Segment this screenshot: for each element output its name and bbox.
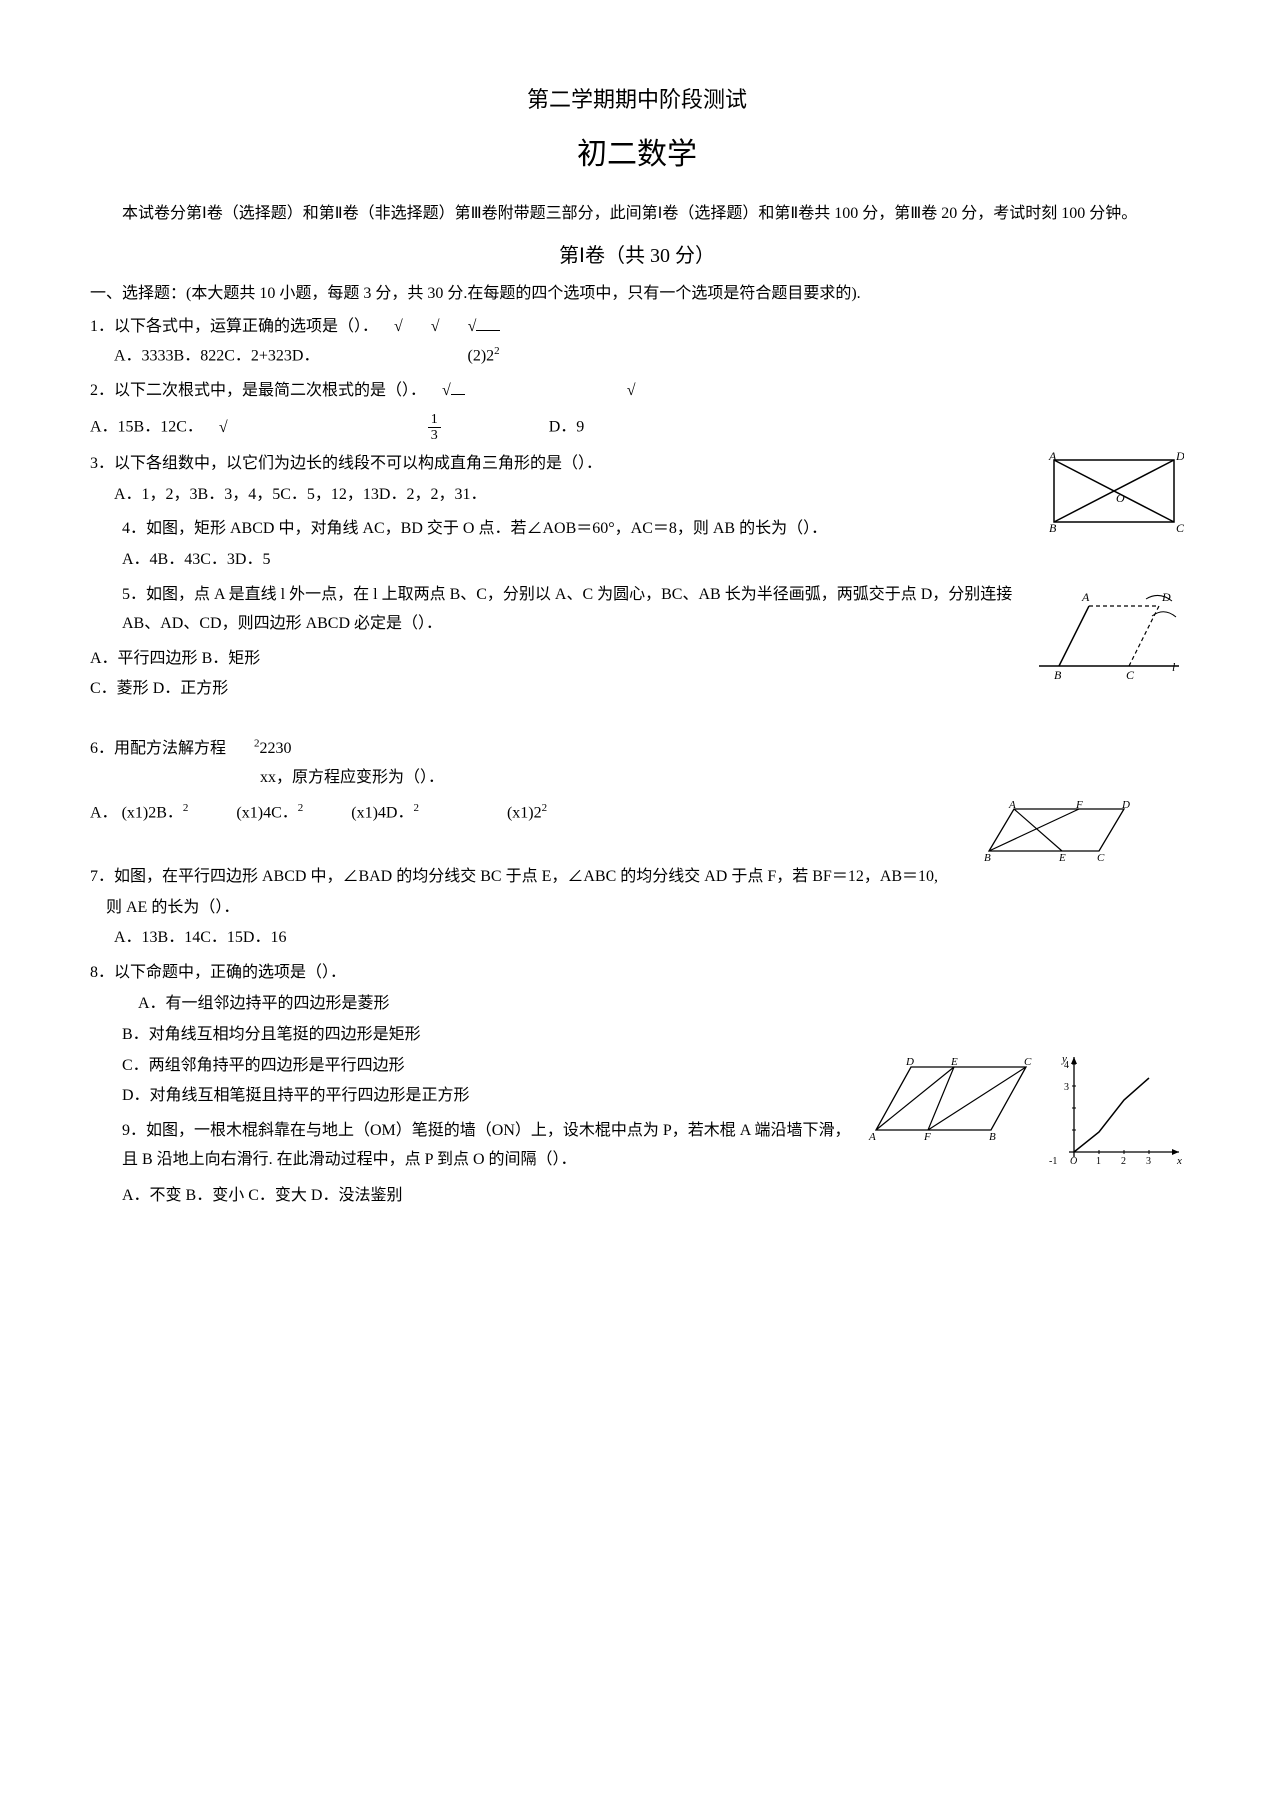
q7-text: 7．如图，在平行四边形 ABCD 中，∠BAD 的均分线交 BC 于点 E，∠A… (90, 863, 1184, 892)
question-4: 4．如图，矩形 ABCD 中，对角线 AC，BD 交于 O 点．若∠AOB＝60… (90, 515, 1184, 575)
q1-text: 1．以下各式中，运算正确的选项是（）． (90, 318, 378, 335)
sqrt-glyph: √ (394, 313, 403, 342)
q1-extra: (2)2 (467, 347, 494, 364)
exam-intro: 本试卷分第Ⅰ卷（选择题）和第Ⅱ卷（非选择题）第Ⅲ卷附带题三部分，此间第Ⅰ卷（选择… (90, 200, 1184, 229)
question-6: 6．用配方法解方程 22230 xx，原方程应变形为（）． (90, 735, 1184, 793)
svg-text:F: F (1075, 799, 1083, 811)
svg-text:C: C (1126, 668, 1135, 681)
sqrt-glyph: √ (627, 377, 636, 406)
figure-parallelogram-arcs: A D B C l (1034, 581, 1184, 692)
q8-opt-b: B．对角线互相均分且笔挺的四边形是矩形 (90, 1021, 1184, 1050)
section-1-header: 第Ⅰ卷（共 30 分） (90, 238, 1184, 274)
superscript-2: 2 (494, 345, 500, 357)
svg-text:E: E (950, 1056, 958, 1068)
sqrt-radicand: √ (442, 377, 465, 406)
q2-text: 2．以下二次根式中，是最简二次根式的是（）． (90, 382, 426, 399)
fraction-numerator: 1 (428, 412, 441, 428)
svg-text:A: A (1081, 590, 1090, 604)
svg-text:D: D (1161, 590, 1171, 604)
question-2: 2．以下二次根式中，是最简二次根式的是（）． √ √ (90, 377, 1184, 406)
q6-math2: xx，原方程应变形为（）． (90, 764, 1184, 793)
question-8: 8．以下命题中，正确的选项是（）． A．有一组邻边持平的四边形是菱形 B．对角线… (90, 959, 1184, 1111)
question-1: 1．以下各式中，运算正确的选项是（）． √ √ √ A．3333B．822C．2… (90, 313, 1184, 371)
sqrt-with-bar: √ (468, 313, 501, 342)
q8-opt-a: A．有一组邻边持平的四边形是菱形 (90, 990, 1184, 1019)
q6-opt-a-label: A． (90, 804, 118, 821)
q9-options: A．不变 B．变小 C．变大 D．没法鉴别 (90, 1182, 1184, 1211)
q5-text: 5．如图，点 A 是直线 l 外一点，在 l 上取两点 B、C，分别以 A、C … (90, 581, 1184, 639)
q6-math1: 22230 (254, 740, 292, 757)
svg-text:D: D (1121, 799, 1130, 811)
q5-opt-a: A．平行四边形 B．矩形 (90, 645, 1184, 674)
q3-options: A．1，2，3B．3，4，5C．5，12，13D．2，2，31． (90, 481, 1184, 510)
svg-text:D: D (1175, 450, 1184, 463)
question-2-options: A．15B．12C． √ 1 3 D．9 (90, 412, 1184, 444)
question-5: A D B C l 5．如图，点 A 是直线 l 外一点，在 l 上取两点 B、… (90, 581, 1184, 639)
question-6-options: A． (x1)2B．2 (x1)4C．2 (x1)4D．2 A F D B E … (90, 799, 1184, 828)
question-3: A D B C O 3．以下各组数中，以它们为边长的线段不可以构成直角三角形的是… (90, 450, 1184, 510)
q6-expr-c: (x1)4D． (351, 804, 413, 821)
svg-text:A: A (1008, 799, 1016, 811)
exam-title: 初二数学 (90, 128, 1184, 182)
q1-options: A．3333B．822C．2+323D． (114, 347, 319, 364)
q4-options: A．4B．43C．3D．5 (122, 546, 1184, 575)
fraction-1-3: 1 3 (428, 412, 441, 444)
svg-text:D: D (905, 1056, 914, 1068)
svg-text:4: 4 (1064, 1060, 1069, 1071)
question-9: 9．如图，一根木棍斜靠在与地上（OM）笔挺的墙（ON）上，设木棍中点为 P，若木… (90, 1117, 1184, 1175)
q7-text2: 则 AE 的长为（）． (90, 894, 1184, 923)
svg-text:3: 3 (1064, 1082, 1069, 1093)
q3-text: 3．以下各组数中，以它们为边长的线段不可以构成直角三角形的是（）． (90, 450, 1184, 479)
q7-options: A．13B．14C．15D．16 (90, 924, 1184, 953)
q6-text: 6．用配方法解方程 (90, 740, 226, 757)
fraction-denominator: 3 (428, 428, 441, 443)
q2-opt-ab-c: A．15B．12C． (90, 419, 203, 436)
q6-expr-b: (x1)4C． (236, 804, 297, 821)
svg-text:B: B (1054, 668, 1062, 681)
svg-text:l: l (1172, 660, 1176, 674)
exam-subtitle: 第二学期期中阶段测试 (90, 80, 1184, 120)
q4-text: 4．如图，矩形 ABCD 中，对角线 AC，BD 交于 O 点．若∠AOB＝60… (122, 515, 1184, 544)
svg-text:A: A (1048, 450, 1057, 463)
q6-expr-a: (x1)2B． (122, 804, 183, 821)
svg-text:O: O (1116, 491, 1125, 505)
q6-expr-d: (x1)2 (507, 804, 542, 821)
q9-text: 9．如图，一根木棍斜靠在与地上（OM）笔挺的墙（ON）上，设木棍中点为 P，若木… (122, 1117, 1184, 1175)
question-7: 7．如图，在平行四边形 ABCD 中，∠BAD 的均分线交 BC 于点 E，∠A… (90, 863, 1184, 953)
sqrt-glyph: √ (219, 414, 228, 443)
svg-text:C: C (1024, 1056, 1032, 1068)
q8-text: 8．以下命题中，正确的选项是（）． (90, 959, 1184, 988)
q2-opt-d: D．9 (549, 419, 585, 436)
q5-opt-c: C．菱形 D．正方形 (90, 675, 1184, 704)
section-instruction: 一、选择题：(本大题共 10 小题，每题 3 分，共 30 分.在每题的四个选项… (90, 280, 1184, 309)
sqrt-glyph: √ (431, 313, 440, 342)
